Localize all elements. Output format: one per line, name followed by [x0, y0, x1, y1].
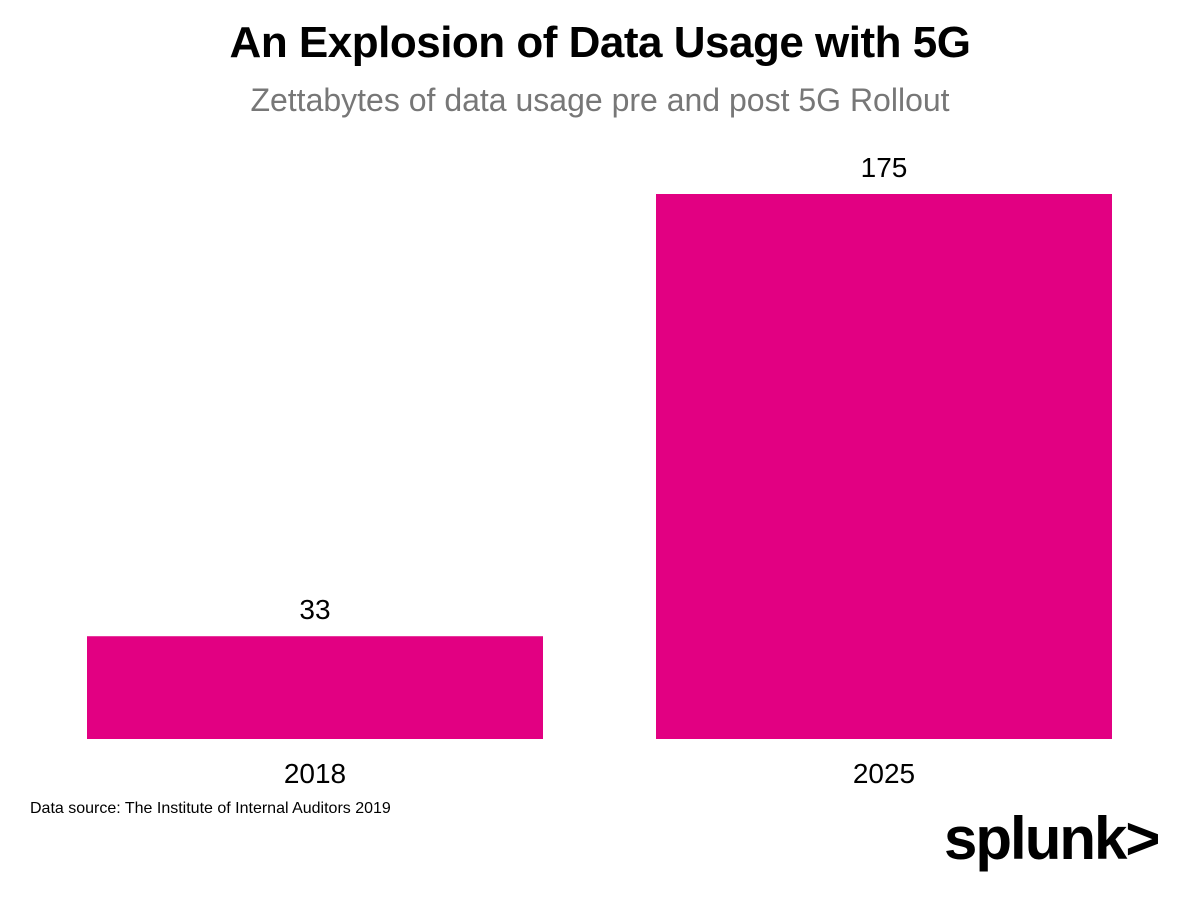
x-tick-label-2025: 2025 [853, 758, 915, 789]
data-source-note: Data source: The Institute of Internal A… [30, 800, 391, 817]
splunk-logo: splunk> [944, 805, 1160, 872]
data-label-2025: 175 [861, 152, 908, 183]
bar-2025 [656, 194, 1112, 739]
x-tick-label-2018: 2018 [284, 758, 346, 789]
data-label-2018: 33 [299, 594, 330, 625]
chart-title: An Explosion of Data Usage with 5G [229, 18, 971, 67]
bar-2018 [87, 636, 543, 739]
chart-subtitle: Zettabytes of data usage pre and post 5G… [250, 82, 950, 118]
